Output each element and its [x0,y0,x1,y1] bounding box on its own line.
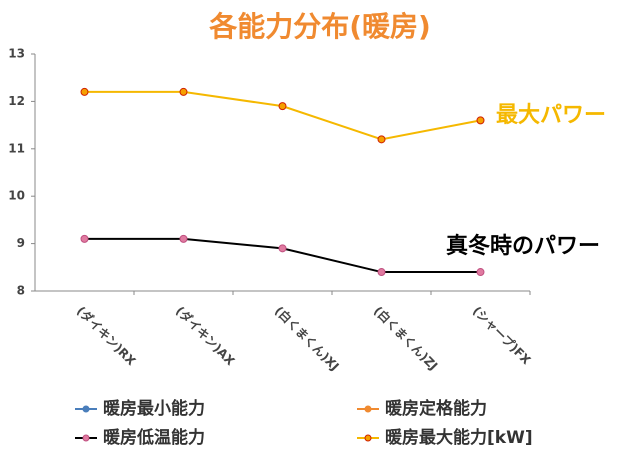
annotation: 真冬時のパワー [446,233,600,259]
data-point [476,116,485,125]
data-point [278,244,287,253]
y-tick-label: 13 [8,47,25,61]
legend-label: 暖房低温能力 [103,427,205,448]
y-tick-label: 10 [8,189,25,203]
legend-marker [82,405,90,413]
x-tick-label: (ダイキン)RX [74,303,140,369]
data-point [377,268,386,277]
data-point [278,102,287,111]
legend-label: 暖房最大能力[kW] [385,427,533,448]
legend-marker [82,434,90,442]
x-tick-label: (ダイキン)AX [173,303,239,369]
data-point [80,87,89,96]
legend-marker [364,434,372,442]
data-point [80,234,89,243]
data-point [377,135,386,144]
x-tick-label: (シャープ)FX [470,303,535,368]
annotation: 最大パワー [496,103,606,128]
legend-label: 暖房定格能力 [385,398,487,419]
legend-marker [364,405,372,413]
data-point [179,234,188,243]
chart-title: 各能力分布(暖房) [208,10,431,43]
x-tick-label: (白くまくん)ZJ [371,303,441,373]
y-tick-label: 12 [8,94,25,108]
x-tick-label: (白くまくん)XJ [272,303,342,373]
y-tick-label: 9 [17,236,25,250]
legend-label: 暖房最小能力 [103,398,205,419]
series-line [84,90,481,141]
data-point [476,268,485,277]
y-tick-label: 8 [17,284,25,298]
series-line [84,237,481,274]
y-tick-label: 11 [8,141,25,155]
data-point [179,87,188,96]
